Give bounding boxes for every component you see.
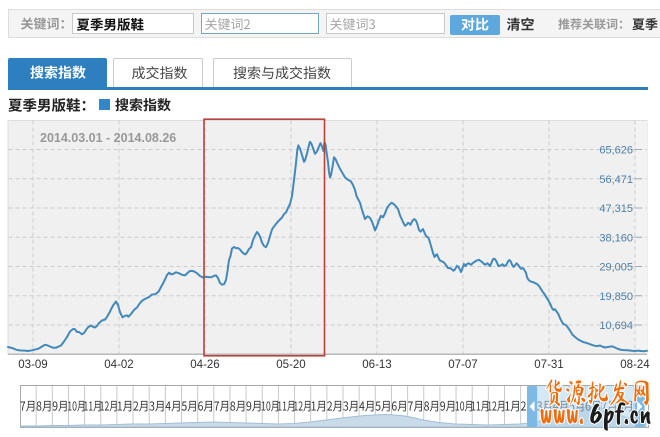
svg-text:08-24: 08-24 [620,359,650,371]
svg-text:03-09: 03-09 [18,359,47,371]
svg-text:07-31: 07-31 [534,359,563,371]
svg-text:04-26: 04-26 [190,359,219,371]
svg-text:38,160: 38,160 [599,232,633,244]
svg-text:19,850: 19,850 [599,291,633,303]
svg-text:07-07: 07-07 [448,359,477,371]
svg-text:10,694: 10,694 [599,320,633,332]
svg-text:47,315: 47,315 [599,203,633,215]
svg-text:56,471: 56,471 [599,174,633,186]
svg-text:04-02: 04-02 [104,359,133,371]
svg-text:29,005: 29,005 [599,262,633,274]
svg-text:05-20: 05-20 [276,359,305,371]
svg-text:2014.03.01 - 2014.08.26: 2014.03.01 - 2014.08.26 [40,131,176,145]
svg-text:65,626: 65,626 [599,145,633,157]
svg-text:06-13: 06-13 [362,359,391,371]
